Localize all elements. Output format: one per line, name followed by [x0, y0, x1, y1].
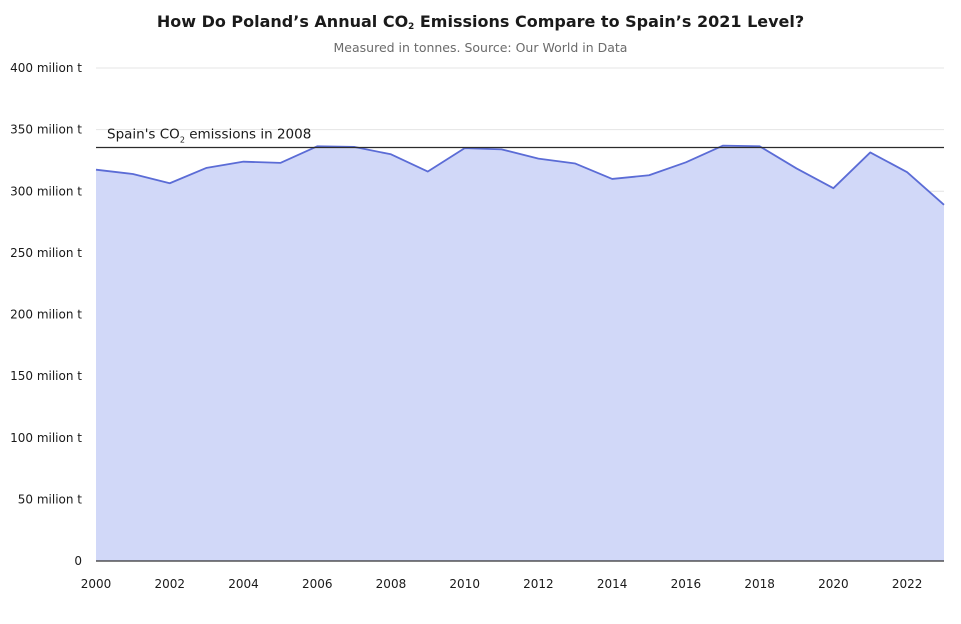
reference-line-group: Spain's CO2 emissions in 2008 — [96, 126, 944, 149]
y-tick-label: 350 milion t — [10, 123, 82, 137]
y-tick-label: 0 — [74, 554, 82, 568]
chart-title-text: How Do Poland’s Annual CO — [156, 12, 409, 31]
reference-line-label: Spain's CO2 emissions in 2008 — [107, 126, 311, 144]
series-area-fill — [96, 145, 944, 561]
x-tick-label: 2020 — [818, 577, 849, 591]
x-tick-label: 2004 — [228, 577, 259, 591]
y-tick-label: 200 milion t — [10, 308, 82, 322]
chart-title-text-end: Emissions Compare to Spain’s 2021 Level? — [414, 12, 805, 31]
chart-title-subscript: 2 — [408, 22, 415, 33]
area-layer — [95, 144, 945, 561]
x-tick-label: 2006 — [302, 577, 333, 591]
x-tick-label: 2016 — [671, 577, 702, 591]
y-tick-label: 250 milion t — [10, 246, 82, 260]
x-tick-label: 2018 — [744, 577, 775, 591]
y-tick-label: 400 milion t — [10, 61, 82, 75]
x-tick-label: 2000 — [81, 577, 112, 591]
y-tick-label: 150 milion t — [10, 369, 82, 383]
y-tick-label: 100 milion t — [10, 431, 82, 445]
axis-layer: 0 50 milion t 100 milion t 150 milion t 200 … — [10, 61, 944, 591]
x-tick-label: 2014 — [597, 577, 628, 591]
x-tick-label: 2008 — [376, 577, 407, 591]
y-tick-label: 300 milion t — [10, 184, 82, 198]
chart-title: How Do Poland’s Annual CO2 Emissions Com… — [0, 12, 961, 32]
series-line — [95, 144, 945, 206]
chart-subtitle: Measured in tonnes. Source: Our World in… — [333, 40, 628, 55]
x-tick-label: 2002 — [154, 577, 185, 591]
x-tick-label: 2022 — [892, 577, 923, 591]
x-tick-label: 2010 — [449, 577, 480, 591]
y-tick-label: 50 milion t — [18, 492, 83, 506]
x-tick-label: 2012 — [523, 577, 554, 591]
